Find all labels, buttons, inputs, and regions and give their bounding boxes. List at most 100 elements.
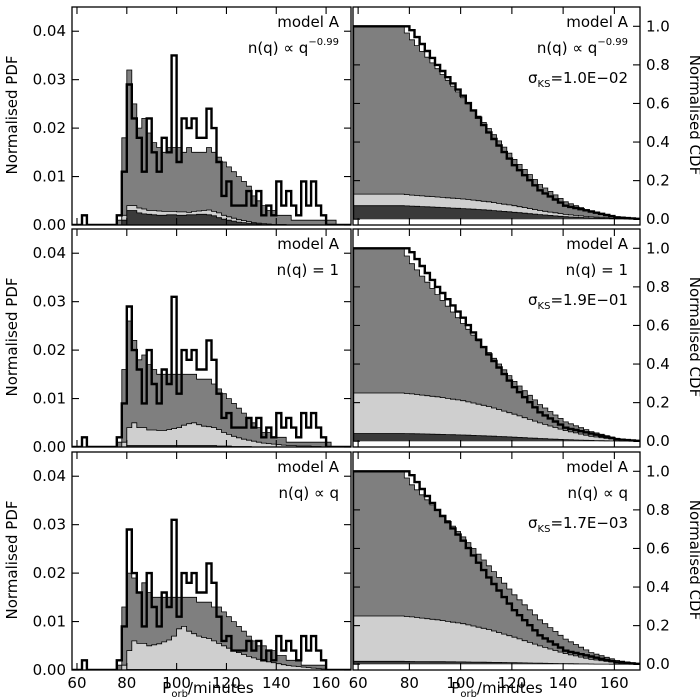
pdf-row1-observed-series (72, 54, 351, 225)
pdf-row2-plot-area (72, 295, 351, 447)
cdf-ylabel-row2: Normalised CDF (686, 277, 700, 397)
cdf-row2-panel: 0.0 0.2 0.4 0.6 0.8 1.0 model A n(q) = 1 σKS=1.9… (352, 228, 670, 450)
pdf-row1-model-dark-component-series (72, 210, 351, 225)
cdf-row2-model-dark-component-series (353, 433, 640, 442)
cdf-row1-ytick-label: 1.0 (646, 17, 670, 35)
cdf-row1-ytick-label: 0.4 (646, 133, 670, 151)
cdf-row1-nq-exponent: −0.99 (597, 37, 628, 48)
cdf-row2-observed-series (353, 247, 640, 442)
pdf-row1-frame (71, 6, 352, 226)
cdf-row1-observed-series (353, 25, 640, 220)
cdf-row3-xtick-label: 120 (498, 674, 527, 692)
pdf-row1-ytick-label: 0.04 (33, 22, 66, 40)
pdf-row1-ytick-label: 0.03 (33, 71, 66, 89)
pdf-row1-ytick-label: 0.02 (33, 119, 66, 137)
cdf-row1-frame (352, 6, 641, 226)
pdf-row3-xtick-label: 120 (212, 674, 241, 692)
cdf-row3-ytick-label: 0.0 (646, 655, 670, 673)
cdf-row1-model-dark-component-series (353, 205, 640, 220)
cdf-row2-ytick-label: 0.8 (646, 278, 670, 296)
pdf-row3-xtick-label: 140 (262, 674, 291, 692)
cdf-row2-ytick-label: 0.6 (646, 316, 670, 334)
pdf-row1-ytick-label: 0.01 (33, 168, 66, 186)
pdf-row2-ytick-label: 0.02 (33, 341, 66, 359)
cdf-row2-model-title: model A (566, 235, 628, 253)
cdf-row3-ticks: 60 80 100 120 140 160 0.0 0.2 0.4 0.6 0.8 1.0 (349, 452, 670, 692)
cdf-row1-ytick-label: 0.8 (646, 56, 670, 74)
cdf-row3-ytick-label: 0.6 (646, 539, 670, 557)
pdf-row3-plot-area (72, 518, 351, 670)
cdf-row3-xtick-label: 60 (349, 674, 368, 692)
cdf-row1-panel: 0.0 0.2 0.4 0.6 0.8 1.0 model A n(q) ∝ q−0.99 σK… (352, 6, 670, 228)
pdf-row1-panel: 0.00 0.01 0.02 0.03 0.04 model A n(q) ∝ q−0.99 (33, 6, 352, 234)
pdf-row1-nq-exponent: −0.99 (308, 37, 339, 48)
pdf-row3-ytick-label: 0.00 (33, 661, 66, 679)
cdf-row2-ytick-label: 0.0 (646, 432, 670, 450)
cdf-row3-xtick-label: 140 (549, 674, 578, 692)
cdf-row3-nq-label: n(q) ∝ q (567, 484, 628, 502)
pdf-row3-xtick-label: 60 (67, 674, 86, 692)
cdf-row2-sigma-ks: σKS=1.9E−01 (528, 291, 628, 312)
pdf-row2-model-title: model A (277, 235, 339, 253)
cdf-row1-plot-area (353, 25, 640, 220)
pdf-ylabel-row2: Normalised PDF (3, 278, 21, 397)
cdf-row3-frame (352, 451, 641, 671)
cdf-row2-ytick-label: 0.4 (646, 355, 670, 373)
xlabel-right: Porb/minutes (451, 679, 543, 700)
cdf-row2-ytick-label: 1.0 (646, 239, 670, 257)
cdf-row1-ticks: 0.0 0.2 0.4 0.6 0.8 1.0 (353, 7, 670, 228)
cdf-row1-ytick-label: 0.2 (646, 172, 670, 190)
pdf-row3-ytick-label: 0.01 (33, 613, 66, 631)
pdf-row3-xtick-label: 100 (162, 674, 191, 692)
pdf-row3-ticks: 60 80 100 120 140 160 0.00 0.01 0.02 0.03 0.04 (33, 452, 351, 692)
pdf-row1-ticks: 0.00 0.01 0.02 0.03 0.04 (33, 7, 351, 234)
cdf-row1-ytick-label: 0.6 (646, 94, 670, 112)
cdf-row3-xtick-label: 80 (400, 674, 419, 692)
pdf-row3-xtick-label: 80 (117, 674, 136, 692)
cdf-row2-nq-label: n(q) = 1 (566, 261, 628, 279)
cdf-ylabel-row3: Normalised CDF (686, 500, 700, 620)
pdf-row1-plot-area (72, 54, 351, 225)
cdf-row3-ytick-label: 0.4 (646, 578, 670, 596)
cdf-row3-ytick-label: 1.0 (646, 462, 670, 480)
pdf-row3-ytick-label: 0.02 (33, 564, 66, 582)
pdf-row1-nq-label: n(q) ∝ q−0.99 (248, 37, 339, 57)
pdf-row3-observed-series (72, 518, 351, 670)
pdf-ylabel-row1: Normalised PDF (3, 56, 21, 175)
cdf-row3-ytick-label: 0.2 (646, 617, 670, 635)
cdf-row3-model-light-component-series (353, 615, 640, 665)
pdf-row2-ticks: 0.00 0.01 0.02 0.03 0.04 (33, 229, 351, 456)
cdf-row3-xtick-label: 160 (600, 674, 629, 692)
pdf-row3-nq-label: n(q) ∝ q (278, 484, 339, 502)
cdf-row3-sigma-ks: σKS=1.7E−03 (528, 514, 628, 535)
pdf-row2-frame (71, 228, 352, 448)
xlabel-left: Porb/minutes (162, 679, 254, 700)
pdf-row3-frame (71, 451, 352, 671)
pdf-row3-model-title: model A (277, 458, 339, 476)
pdf-row2-model-light-component-series (72, 422, 351, 447)
pdf-row2-nq-label: n(q) = 1 (277, 261, 339, 279)
pdf-row2-ytick-label: 0.01 (33, 390, 66, 408)
cdf-row2-frame (352, 228, 641, 448)
cdf-row1-sigma-ks: σKS=1.0E−02 (528, 69, 628, 90)
cdf-row3-model-total-series (353, 470, 640, 665)
cdf-ylabel-row1: Normalised CDF (686, 55, 700, 175)
pdf-row3-ytick-label: 0.04 (33, 467, 66, 485)
pdf-row1-model-total-series (72, 69, 351, 225)
cdf-row1-model-title: model A (566, 13, 628, 31)
pdf-row2-ytick-label: 0.04 (33, 244, 66, 262)
cdf-row3-plot-area (353, 470, 640, 665)
cdf-row1-ytick-label: 0.0 (646, 210, 670, 228)
cdf-row3-panel: 60 80 100 120 140 160 0.0 0.2 0.4 0.6 0.8 1.0 model … (349, 451, 670, 692)
cdf-row3-model-title: model A (566, 458, 628, 476)
pdf-row3-xtick-label: 160 (312, 674, 341, 692)
pdf-row2-panel: 0.00 0.01 0.02 0.03 0.04 model A n(q) = 1 (33, 228, 352, 456)
cdf-row2-ytick-label: 0.2 (646, 394, 670, 412)
cdf-row3-xtick-label: 100 (446, 674, 475, 692)
cdf-row2-model-light-component-series (353, 392, 640, 442)
cdf-row3-ytick-label: 0.8 (646, 501, 670, 519)
cdf-row1-nq-label: n(q) ∝ q−0.99 (537, 37, 628, 57)
cdf-row2-ticks: 0.0 0.2 0.4 0.6 0.8 1.0 (353, 229, 670, 450)
